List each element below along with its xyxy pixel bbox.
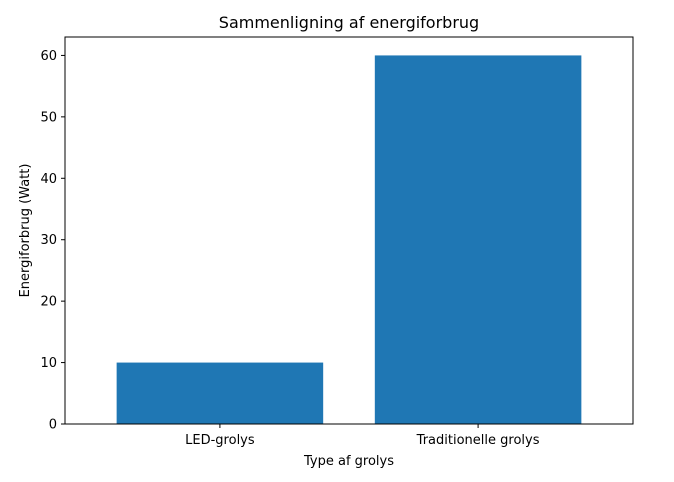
chart-title: Sammenligning af energiforbrug	[219, 13, 479, 32]
x-tick-label: Traditionelle grolys	[416, 433, 540, 448]
x-axis-label: Type af grolys	[303, 454, 394, 469]
x-axis: LED-grolys Traditionelle grolys	[185, 424, 540, 448]
y-tick-label: 50	[40, 110, 57, 125]
y-axis: 0 10 20 30 40 50 60	[40, 49, 65, 433]
y-tick-label: 0	[49, 418, 57, 433]
y-tick-label: 20	[40, 295, 57, 310]
y-tick-label: 60	[40, 49, 57, 64]
y-tick-label: 10	[40, 356, 57, 371]
bar	[116, 362, 324, 424]
plot-frame	[64, 36, 634, 425]
x-tick-label: LED-grolys	[185, 433, 255, 448]
y-axis-label: Energiforbrug (Watt)	[18, 164, 33, 298]
bars-group	[116, 55, 582, 425]
y-tick-label: 30	[40, 233, 57, 248]
y-tick-label: 40	[40, 172, 57, 187]
bar	[374, 55, 582, 425]
